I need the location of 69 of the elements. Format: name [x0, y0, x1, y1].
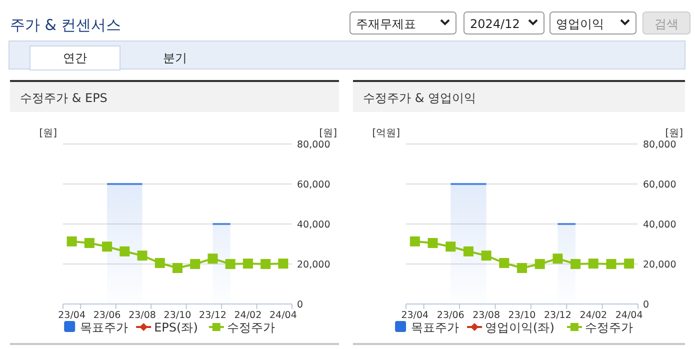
point — [534, 259, 545, 269]
point — [463, 246, 474, 256]
point — [517, 263, 527, 273]
point — [624, 258, 634, 269]
point — [278, 258, 288, 269]
y2-tick-label: 40,000 — [297, 220, 330, 230]
point — [552, 254, 563, 264]
point — [570, 259, 581, 269]
y2-tick-label: 80,000 — [643, 140, 676, 150]
x-tick-label: 23/08 — [128, 310, 156, 321]
legend-label: 수정주가 — [584, 320, 633, 334]
text: 주가 & 컨센서스 — [10, 16, 122, 34]
legend-label: 수정주가 — [226, 320, 275, 334]
point — [410, 236, 420, 246]
point — [499, 258, 510, 268]
y2-axis-title: [원] — [665, 128, 684, 139]
y-axis-title: [억원] — [372, 128, 400, 139]
y2-tick-label: 20,000 — [643, 260, 676, 270]
x-tick-label: 23/04 — [401, 310, 429, 321]
legend-label: EPS(좌) — [154, 320, 198, 334]
x-tick-label: 23/06 — [93, 310, 121, 321]
point — [208, 254, 218, 264]
x-tick-label: 24/04 — [269, 310, 297, 321]
point — [190, 259, 200, 269]
y-axis-title: [원] — [39, 128, 58, 139]
x-tick-label: 24/02 — [234, 310, 262, 321]
x-tick-label: 23/06 — [436, 310, 464, 321]
text: 주재무제표 — [356, 17, 416, 31]
y2-tick-label: 20,000 — [297, 260, 330, 270]
y2-axis-title: [원] — [319, 128, 338, 139]
legend-label: 영업이익(좌) — [485, 320, 554, 334]
point — [446, 242, 456, 252]
point — [102, 242, 112, 252]
point — [481, 250, 492, 261]
text: 연간 — [63, 51, 87, 65]
point — [172, 263, 182, 273]
x-tick-label: 23/08 — [472, 310, 500, 321]
point — [242, 258, 253, 269]
point — [606, 259, 616, 269]
point — [588, 258, 598, 269]
point — [66, 236, 77, 246]
chart-title: 수정주가 & 영업이익 — [363, 91, 476, 105]
point — [137, 250, 148, 261]
point — [154, 258, 165, 268]
y2-tick-label: 60,000 — [297, 180, 330, 190]
point — [120, 246, 130, 256]
chart-title: 수정주가 & EPS — [20, 91, 108, 105]
y2-tick-label: 0 — [643, 300, 650, 310]
point — [260, 259, 271, 269]
point — [428, 238, 438, 248]
x-tick-label: 23/12 — [199, 310, 226, 321]
x-tick-label: 23/12 — [544, 310, 572, 321]
x-tick-label: 23/10 — [508, 310, 536, 321]
y2-tick-label: 80,000 — [297, 140, 330, 150]
x-tick-label: 23/10 — [164, 310, 192, 321]
point — [225, 259, 236, 269]
point — [84, 238, 94, 248]
y2-tick-label: 0 — [297, 300, 304, 310]
x-tick-label: 23/04 — [58, 310, 86, 321]
y2-tick-label: 60,000 — [643, 180, 676, 190]
text: 2024/12 — [470, 17, 520, 31]
text: 검색 — [654, 17, 678, 31]
x-tick-label: 24/04 — [615, 310, 643, 321]
legend-label: 목표주가 — [411, 320, 460, 334]
legend-label: 목표주가 — [80, 320, 128, 334]
y2-tick-label: 40,000 — [643, 220, 676, 230]
text: 분기 — [163, 51, 187, 65]
text: 영업이익 — [556, 17, 604, 31]
x-tick-label: 24/02 — [580, 310, 608, 321]
